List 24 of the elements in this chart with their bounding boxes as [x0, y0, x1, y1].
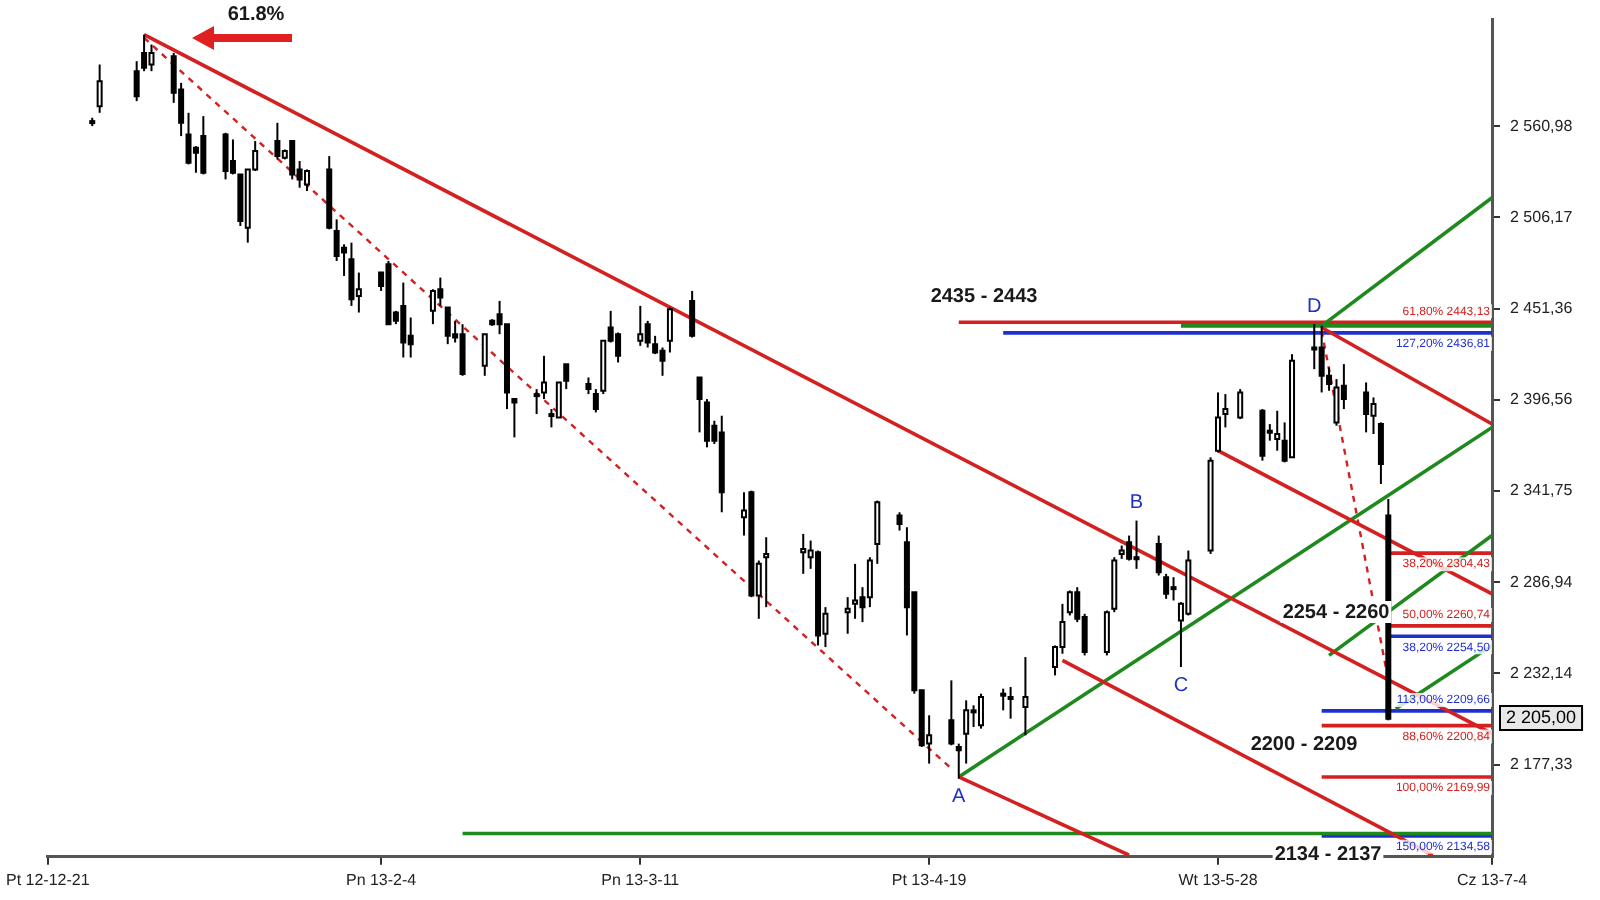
x-tick-label: Pt 12-12-21	[5, 870, 91, 889]
annotation: 2134 - 2137	[1274, 843, 1383, 866]
x-tick-label: Cz 13-7-4	[1456, 870, 1529, 889]
annotation: 2254 - 2260	[1282, 601, 1391, 624]
annotation: C	[1173, 674, 1189, 697]
x-tick-label: Pn 13-2-4	[345, 870, 418, 889]
text: 2 205,00	[1506, 706, 1577, 727]
annotation: 2200 - 2209	[1250, 733, 1359, 756]
annotation: 2435 - 2443	[930, 285, 1039, 308]
y-tick-label: 2 232,14	[1510, 663, 1574, 682]
annotation: A	[952, 786, 967, 809]
y-tick-label: 2 451,36	[1510, 299, 1574, 318]
y-tick-label: 2 506,17	[1510, 207, 1574, 226]
x-tick-label: Pn 13-3-11	[601, 870, 681, 889]
annotation: D	[1307, 295, 1322, 318]
y-tick-label: 2 396,56	[1510, 390, 1574, 409]
y-tick-label: 2 341,75	[1510, 481, 1574, 500]
annotation: B	[1129, 492, 1144, 515]
annotation: 61.8%	[227, 3, 285, 26]
x-tick-label: Wt 13-5-28	[1178, 870, 1259, 889]
x-tick-label: Pt 13-4-19	[891, 870, 968, 889]
y-tick-label: 2 560,98	[1510, 116, 1574, 135]
y-tick-label: 2 177,33	[1510, 755, 1574, 774]
y-tick-label: 2 286,94	[1510, 572, 1574, 591]
